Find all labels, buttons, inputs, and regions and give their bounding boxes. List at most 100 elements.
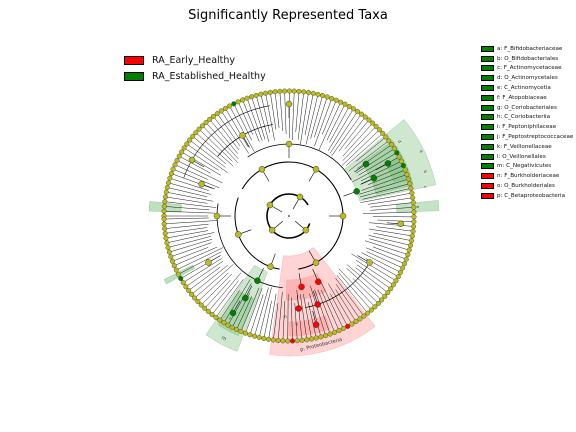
leaf-node xyxy=(286,88,292,94)
internal-node xyxy=(266,201,274,209)
leaf-branch xyxy=(346,264,385,297)
clade-label: o xyxy=(295,322,298,327)
taxa-swatch xyxy=(481,94,494,101)
leaf-node xyxy=(402,167,408,173)
leaf-branch xyxy=(373,232,410,241)
leaf-branch xyxy=(234,104,253,141)
leaf-branch xyxy=(291,91,295,141)
leaf-node xyxy=(162,226,168,232)
leaf-node xyxy=(240,97,246,103)
leaf-branch xyxy=(310,285,326,335)
leaf-branch xyxy=(284,90,287,135)
leaf-node xyxy=(203,120,209,126)
leaf-branch xyxy=(366,247,405,264)
leaf-branch xyxy=(270,94,277,130)
leaf-node xyxy=(161,216,167,222)
clade-shade xyxy=(396,199,440,213)
leaf-node xyxy=(327,331,333,337)
internal-node xyxy=(268,226,276,234)
internal-node xyxy=(366,259,373,266)
taxa-legend-item: p: C_Betaproteobacteria xyxy=(481,191,573,201)
leaf-node xyxy=(231,101,237,107)
leaf-branch xyxy=(215,279,244,318)
leaf-branch xyxy=(229,106,255,153)
leaf-branch xyxy=(217,114,241,146)
leaf-node xyxy=(391,146,397,152)
taxa-legend-item: g: O_Coriobacteriales xyxy=(481,103,573,113)
leaf-branch xyxy=(182,258,222,284)
leaf-branch xyxy=(171,173,212,189)
leaf-node xyxy=(386,138,392,144)
leaf-branch xyxy=(359,183,411,198)
taxa-label: o: O_Burkholderiales xyxy=(497,183,555,190)
leaf-node xyxy=(396,154,402,160)
leaf-branch xyxy=(177,160,223,184)
leaf-branch xyxy=(361,252,401,273)
leaf-node xyxy=(193,130,199,136)
clade-label: d xyxy=(397,139,403,144)
leaf-node xyxy=(263,90,269,96)
leaf-node xyxy=(187,137,193,143)
leaf-node xyxy=(165,180,171,186)
leaf-branch xyxy=(305,96,318,145)
leaf-node xyxy=(161,208,167,214)
leaf-node xyxy=(256,334,262,340)
leaf-node xyxy=(365,310,371,316)
clade-arc xyxy=(183,105,270,178)
internal-node xyxy=(198,180,205,188)
leaf-node xyxy=(161,203,167,209)
taxa-label: f: F_Atopobiaceae xyxy=(497,94,547,101)
leaf-node xyxy=(368,307,374,313)
taxa-legend-item: d: O_Actinomycetales xyxy=(481,73,573,83)
leaf-node xyxy=(249,94,255,100)
clade-shade xyxy=(269,247,376,357)
leaf-branch xyxy=(326,105,345,141)
leaf-branch xyxy=(212,280,239,315)
leaf-branch xyxy=(357,264,392,290)
leaf-branch xyxy=(331,113,363,157)
leaf-branch xyxy=(351,253,396,281)
leaf-node xyxy=(383,134,389,140)
leaf-branch xyxy=(308,302,317,339)
taxa-swatch xyxy=(481,55,494,62)
leaf-node xyxy=(168,171,174,177)
leaf-branch xyxy=(260,93,271,133)
leaf-branch xyxy=(224,279,251,322)
leaf-node xyxy=(294,338,300,344)
leaf-branch xyxy=(168,239,213,253)
leaf-branch xyxy=(362,188,412,200)
internal-node xyxy=(296,193,304,201)
internal-node xyxy=(312,321,320,328)
leaf-node xyxy=(207,116,213,122)
leaf-node xyxy=(238,328,244,334)
taxa-label: h: C_Coriobacteriia xyxy=(497,114,551,121)
leaf-node xyxy=(178,276,184,282)
internal-node xyxy=(188,156,196,164)
taxa-label: m: C_Negativicutes xyxy=(497,163,552,170)
leaf-node xyxy=(166,249,172,255)
taxa-legend: a: F_Bifidobacteriaceae b: O_Bifidobacte… xyxy=(481,44,573,201)
leaf-branch xyxy=(245,288,263,334)
leaf-node xyxy=(242,330,248,336)
leaf-node xyxy=(385,290,391,296)
leaf-branch xyxy=(255,95,270,142)
leaf-node xyxy=(190,133,196,139)
leaf-node xyxy=(377,127,383,133)
leaf-branch xyxy=(318,101,342,151)
leaf-node xyxy=(161,221,167,227)
leaf-node xyxy=(289,338,295,344)
leaf-node xyxy=(172,162,178,168)
clade-arc xyxy=(266,193,311,239)
taxa-legend-item: o: O_Burkholderiales xyxy=(481,181,573,191)
leaf-node xyxy=(164,240,170,246)
leaf-branch xyxy=(338,268,375,307)
leaf-branch xyxy=(183,147,219,171)
leaf-branch xyxy=(328,110,353,151)
taxa-swatch xyxy=(481,173,494,180)
internal-node xyxy=(205,259,212,266)
leaf-branch xyxy=(242,100,260,142)
leaf-node xyxy=(382,293,388,299)
leaf-node xyxy=(253,92,259,98)
leaf-branch xyxy=(205,279,231,308)
